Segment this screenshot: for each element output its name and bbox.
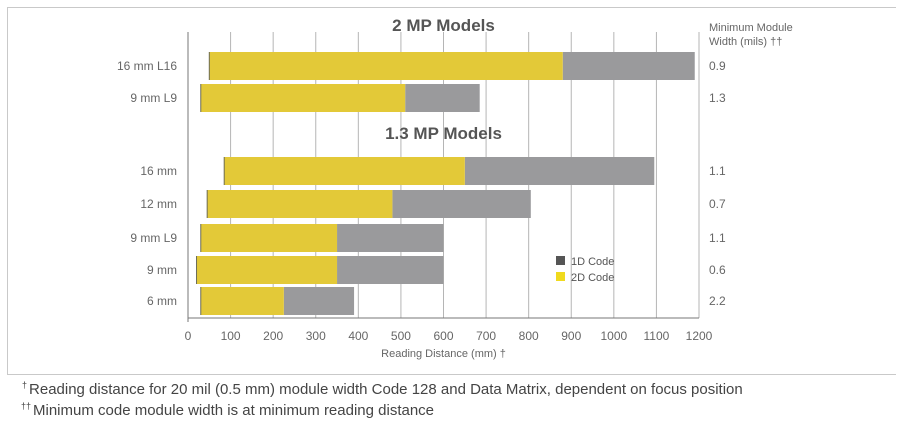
x-tick-label: 600 — [433, 329, 453, 343]
category-label: 6 mm — [147, 294, 177, 308]
x-tick-label: 800 — [519, 329, 539, 343]
footnote-min-module-width: †† Minimum code module width is at minimu… — [21, 401, 435, 419]
bar-2d-code — [196, 256, 338, 284]
x-tick-label: 200 — [263, 329, 283, 343]
category-label: 12 mm — [140, 197, 177, 211]
legend-swatch — [556, 256, 565, 265]
bar-2d-code — [207, 190, 393, 218]
min-module-value: 2.2 — [709, 294, 726, 308]
min-module-value: 0.7 — [709, 197, 726, 211]
bar-2d-code — [200, 287, 284, 315]
bar-1d-code — [392, 190, 531, 218]
x-tick-label: 900 — [561, 329, 581, 343]
x-tick-label: 300 — [306, 329, 326, 343]
category-label: 16 mm L16 — [117, 59, 177, 73]
reading-distance-chart: 0 100 200 300 400 500 600 700 800 900 1000 1100 1200… — [117, 16, 793, 360]
min-module-value: 1.3 — [709, 91, 726, 105]
bar-1d-code — [405, 84, 480, 112]
bar-1d-code — [283, 287, 355, 315]
x-tick-label: 1200 — [686, 329, 713, 343]
group-title: 1.3 MP Models — [385, 124, 502, 143]
legend-swatch — [556, 272, 565, 281]
right-axis-title: Width (mils) †† — [709, 36, 782, 48]
bar-1d-code — [337, 224, 444, 252]
bar-1d-code — [464, 157, 655, 185]
x-tick-label: 0 — [185, 329, 192, 343]
bar-2d-code — [209, 52, 563, 80]
category-label: 9 mm — [147, 263, 177, 277]
category-label: 9 mm L9 — [130, 231, 177, 245]
bar-2d-code — [224, 157, 465, 185]
min-module-value: 1.1 — [709, 231, 726, 245]
x-tick-label: 100 — [221, 329, 241, 343]
x-tick-label: 1000 — [600, 329, 627, 343]
min-module-value: 0.6 — [709, 263, 726, 277]
category-label: 9 mm L9 — [130, 91, 177, 105]
x-axis-title: Reading Distance (mm) † — [381, 348, 506, 360]
bar-1d-code — [337, 256, 444, 284]
min-module-value: 0.9 — [709, 59, 726, 73]
legend-label: 1D Code — [571, 256, 614, 268]
group-title: 2 MP Models — [392, 16, 495, 35]
x-tick-label: 700 — [476, 329, 496, 343]
min-module-value: 1.1 — [709, 164, 726, 178]
category-label: 16 mm — [140, 164, 177, 178]
x-tick-label: 500 — [391, 329, 411, 343]
bar-2d-code — [200, 224, 338, 252]
footnote-reading-distance: † Reading distance for 20 mil (0.5 mm) mo… — [22, 380, 743, 398]
right-axis-title: Minimum Module — [709, 22, 793, 34]
x-tick-label: 1100 — [644, 329, 670, 343]
chart-frame — [7, 7, 896, 375]
bar-2d-code — [200, 84, 406, 112]
legend-label: 2D Code — [571, 272, 614, 284]
x-tick-label: 400 — [348, 329, 368, 343]
bar-1d-code — [562, 52, 695, 80]
